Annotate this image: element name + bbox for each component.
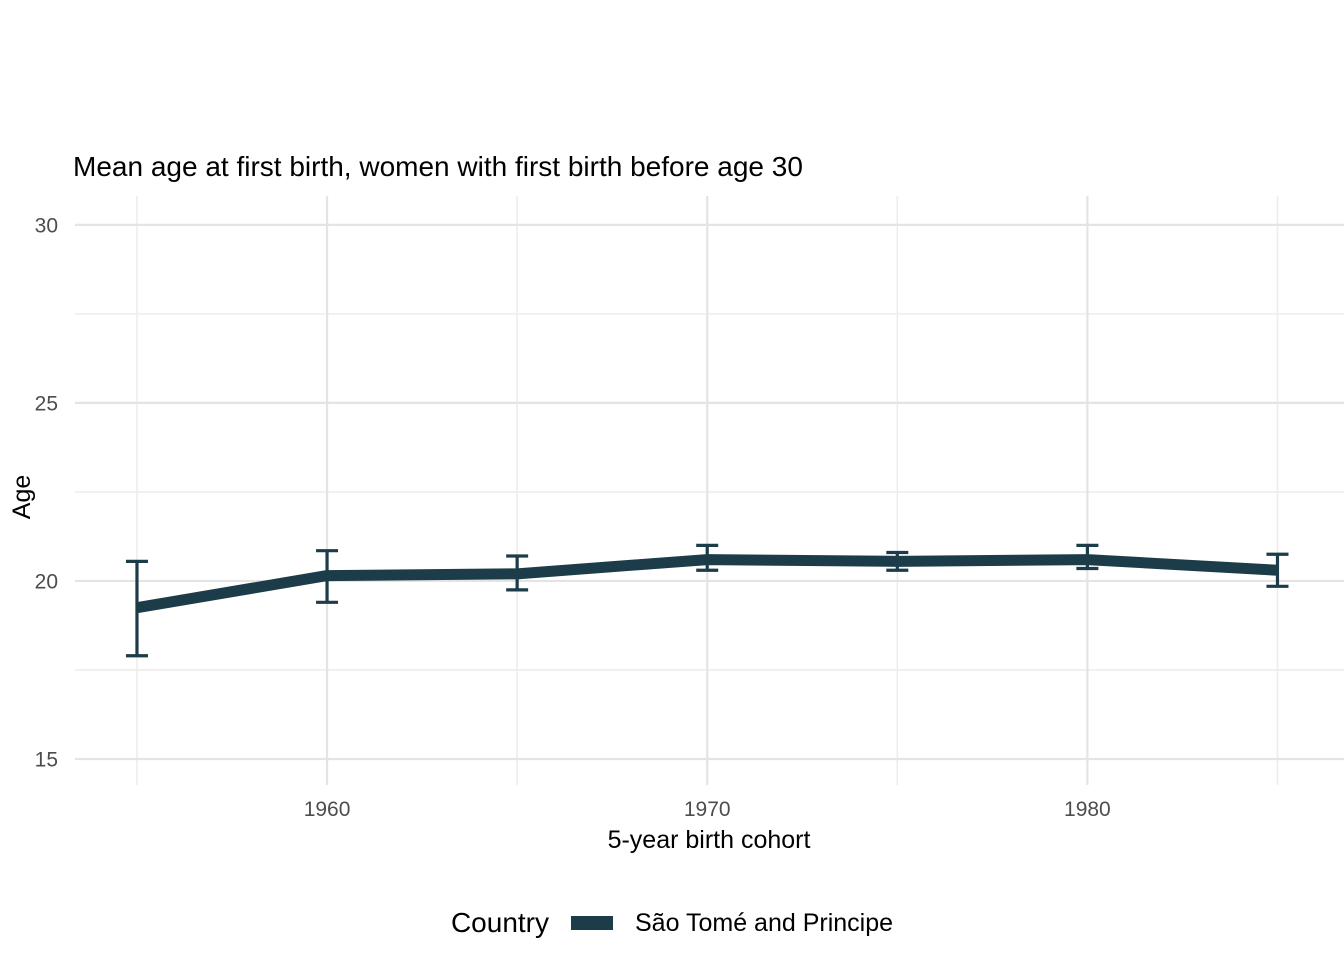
- legend-item-label: São Tomé and Principe: [635, 908, 894, 937]
- y-axis-tick-label: 15: [35, 749, 58, 772]
- data-line: [136, 554, 1278, 614]
- y-axis-title: Age: [8, 475, 36, 519]
- x-axis-title: 5-year birth cohort: [608, 826, 811, 854]
- x-axis-tick-label: 1960: [304, 798, 351, 821]
- legend-swatch-line-icon: [571, 916, 613, 930]
- chart-title: Mean age at first birth, women with firs…: [73, 151, 803, 182]
- x-axis-tick-label: 1980: [1064, 798, 1111, 821]
- y-axis-tick-label: 25: [35, 392, 58, 415]
- x-axis-tick-label: 1970: [684, 798, 731, 821]
- legend: Country São Tomé and Principe: [0, 901, 1344, 945]
- legend-title: Country: [450, 907, 549, 938]
- y-axis-tick-label: 30: [35, 214, 58, 237]
- error-bar: [125, 559, 148, 658]
- y-axis-tick-label: 20: [35, 570, 58, 593]
